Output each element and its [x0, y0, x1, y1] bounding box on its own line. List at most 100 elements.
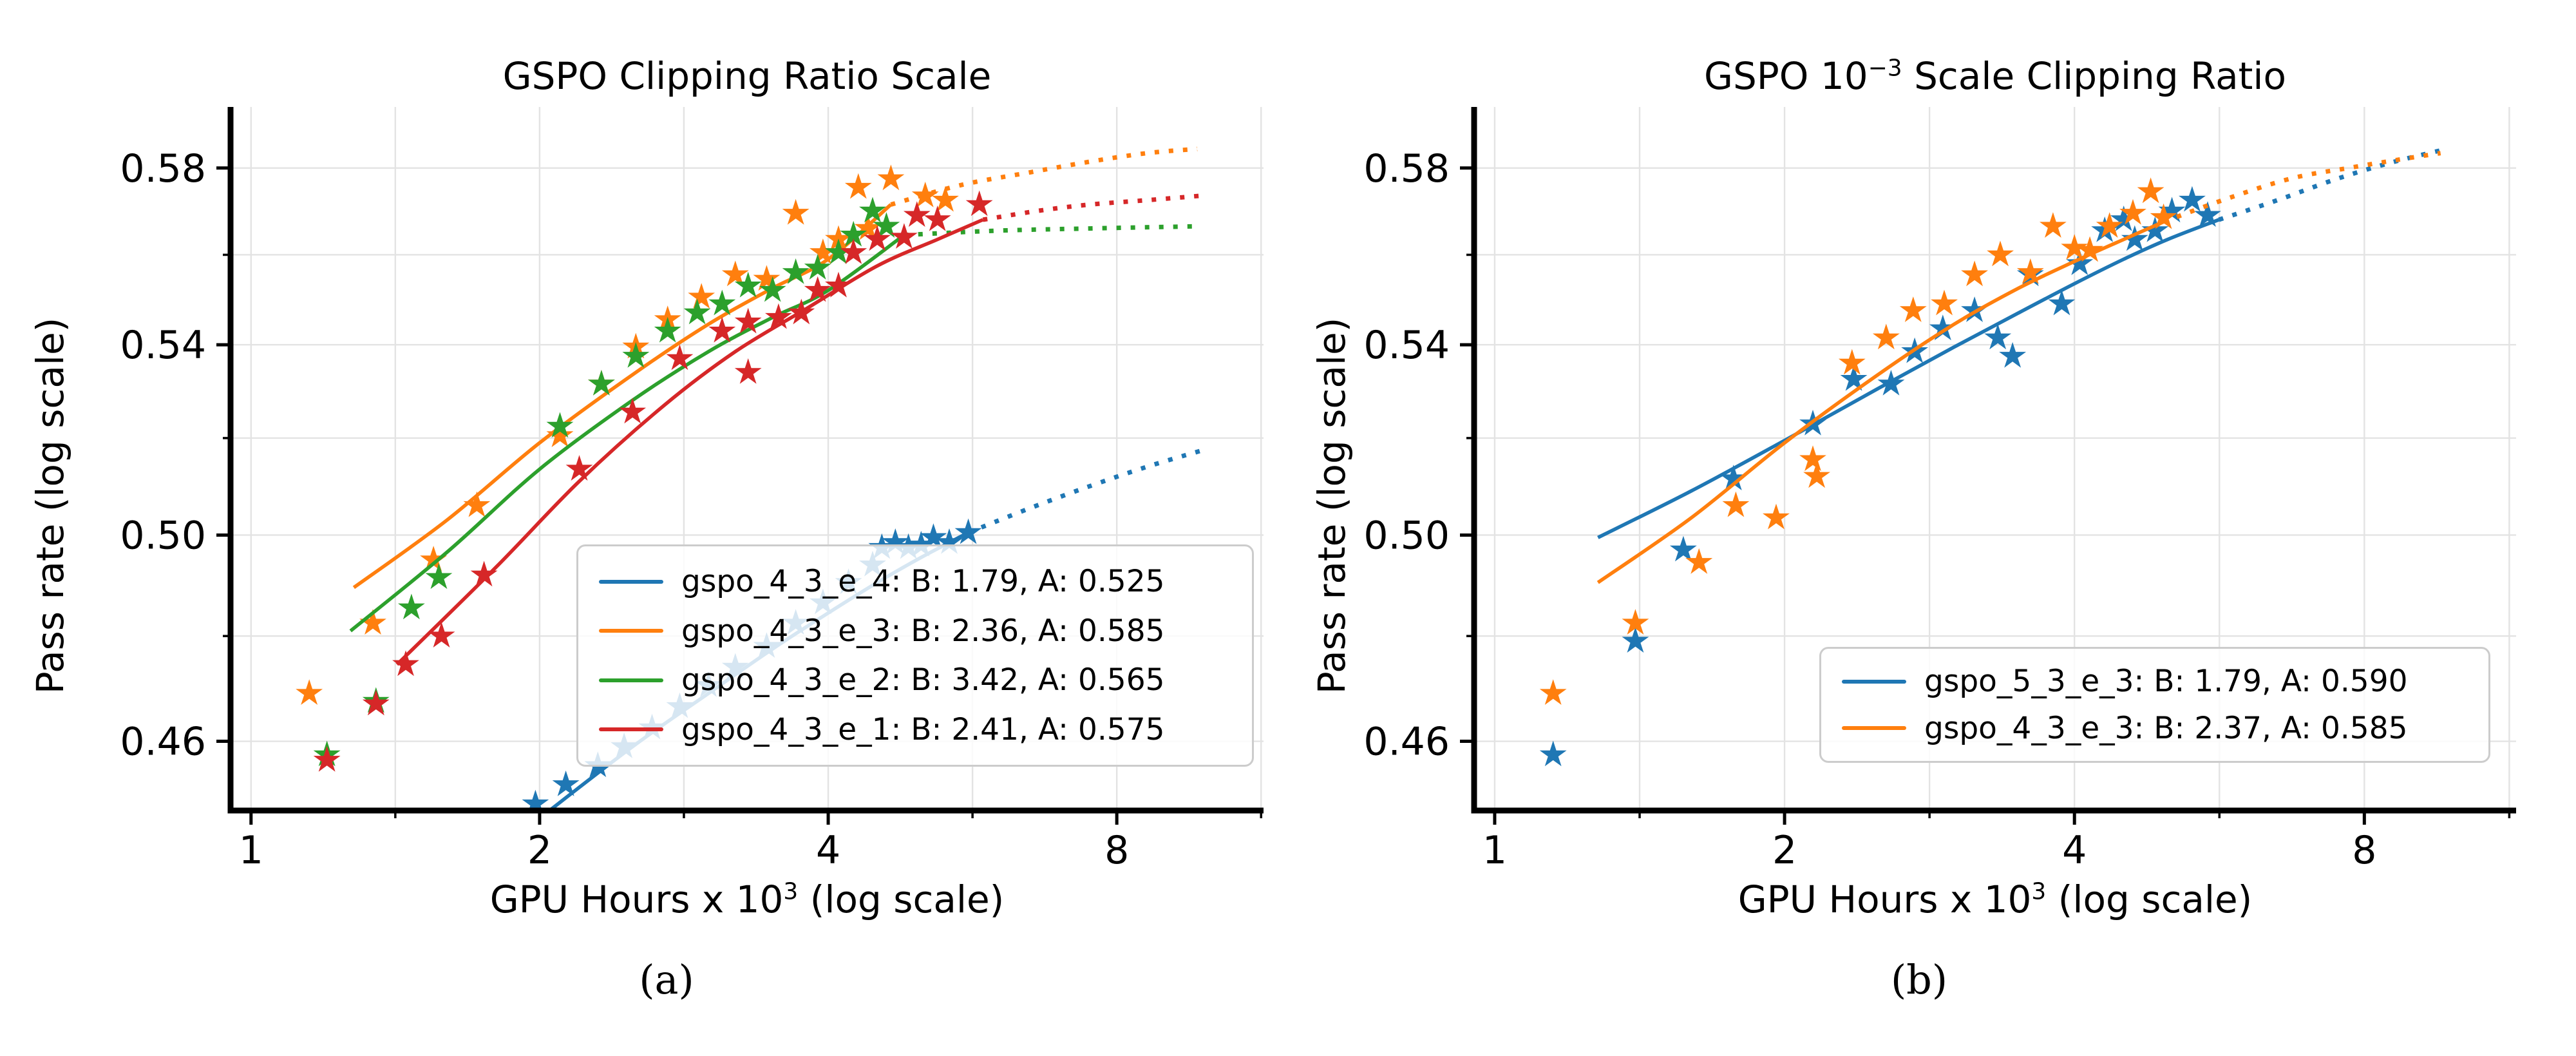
gspo_4_3_e_3-star-marker — [1803, 462, 1830, 488]
gspo_4_3_e_3-star-marker — [1931, 289, 1958, 316]
gspo_5_3_e_3-star-marker — [2194, 201, 2221, 227]
legend-item: gspo_4_3_e_1: B: 2.41, A: 0.575 — [585, 712, 1245, 747]
gspo_4_3_e_2-star-marker — [873, 212, 900, 238]
gspo_4_3_e_4-star-marker — [907, 530, 935, 557]
gspo_4_3_e_4-star-marker — [920, 523, 947, 550]
legend-item: gspo_4_3_e_4: B: 1.79, A: 0.525 — [585, 564, 1245, 599]
legend-label: gspo_4_3_e_4: B: 1.79, A: 0.525 — [681, 564, 1165, 600]
gspo_5_3_e_3-star-marker — [1877, 370, 1905, 396]
right-y-tick-label: 0.46 — [1363, 720, 1450, 765]
gspo_4_3_e_4-star-marker — [882, 528, 909, 554]
left-ticks — [216, 166, 1262, 825]
gspo_5_3_e_3-star-marker — [2158, 197, 2186, 223]
gspo_5_3_e_3-star-marker — [2179, 186, 2206, 212]
gspo_4_3_e_3-star-marker — [782, 198, 810, 225]
legend-line-swatch — [599, 727, 663, 732]
legend-label: gspo_4_3_e_2: B: 3.42, A: 0.565 — [681, 662, 1165, 698]
gspo_4_3_e_2-star-marker — [546, 412, 574, 438]
gspo_4_3_e_3-star-marker — [359, 609, 386, 635]
left-y-tick-label: 0.46 — [120, 720, 206, 765]
left-x-tick-label: 8 — [1104, 828, 1129, 873]
gspo_4_3_e_1-star-marker — [666, 344, 694, 370]
gspo_4_3_e_1-markers — [313, 190, 993, 772]
gspo_4_3_e_1-star-marker — [891, 223, 918, 249]
gspo_4_3_e_2-star-marker — [708, 289, 736, 316]
left-plot-title: GSPO Clipping Ratio Scale — [502, 54, 992, 98]
gspo_4_3_e_1-star-marker — [708, 316, 736, 343]
gspo_4_3_e_3-markers — [1539, 177, 2177, 705]
gspo_4_3_e_3-star-marker — [2096, 212, 2123, 238]
gspo_4_3_e_1-star-marker — [923, 206, 951, 231]
gspo_4_3_e_1-star-marker — [864, 225, 891, 251]
legend-line-swatch — [599, 629, 663, 633]
gspo_4_3_e_3-star-marker — [2076, 236, 2103, 262]
gspo_4_3_e_2-star-marker — [859, 197, 886, 223]
gspo_4_3_e_1-star-marker — [362, 689, 390, 716]
gspo_4_3_e_4-extrapolation-dotted — [967, 448, 1204, 535]
right-x-axis-label: GPU Hours x 103 (log scale) — [1738, 878, 2253, 921]
gspo_4_3_e_3-extrapolation-dotted — [890, 146, 1197, 207]
gspo_4_3_e_3-star-marker — [688, 283, 715, 309]
gspo_4_3_e_1-star-marker — [313, 745, 341, 772]
gspo_4_3_e_3-star-marker — [1799, 445, 1826, 472]
left-x-tick-label: 4 — [816, 828, 840, 873]
gspo_4_3_e_3-star-marker — [420, 546, 448, 571]
right-y-tick-label: 0.54 — [1363, 323, 1450, 368]
gspo_4_3_e_3-star-marker — [546, 421, 574, 447]
gspo_5_3_e_3-star-marker — [1719, 465, 1747, 490]
gspo_4_3_e_4-star-marker — [936, 528, 963, 554]
gspo_4_3_e_3-fit-line — [352, 203, 893, 590]
gspo_4_3_e_3-star-marker — [854, 214, 882, 240]
legend-item: gspo_4_3_e_3: B: 2.36, A: 0.585 — [585, 613, 1245, 649]
gspo_4_3_e_1-star-marker — [825, 271, 852, 298]
gspo_4_3_e_1-star-marker — [840, 238, 867, 264]
gspo_4_3_e_1-star-marker — [804, 276, 831, 302]
gspo_4_3_e_3-star-marker — [721, 260, 749, 287]
gspo_4_3_e_1-star-marker — [392, 650, 419, 677]
gspo_4_3_e_1-star-marker — [565, 455, 593, 481]
gspo_4_3_e_3-star-marker — [1539, 679, 1567, 705]
gspo_5_3_e_3-star-marker — [1929, 314, 1956, 341]
gspo_4_3_e_2-star-marker — [425, 563, 453, 590]
legend-line-swatch — [599, 678, 663, 682]
gspo_4_3_e_2-star-marker — [804, 254, 831, 280]
gspo_4_3_e_1-star-marker — [734, 307, 762, 334]
gspo_4_3_e_3-star-marker — [2137, 177, 2164, 204]
gspo_4_3_e_1-star-marker — [470, 561, 498, 587]
left-x-tick-label: 1 — [239, 828, 263, 873]
gspo_5_3_e_3-star-marker — [1961, 296, 1988, 322]
gspo_5_3_e_3-star-marker — [1669, 535, 1697, 562]
gspo_4_3_e_3-star-marker — [844, 173, 872, 199]
gspo_4_3_e_2-star-marker — [840, 220, 867, 247]
gspo_5_3_e_3-star-marker — [1984, 323, 2012, 350]
right-y-tick-label: 0.58 — [1363, 146, 1450, 191]
gspo_4_3_e_3-star-marker — [1872, 323, 1900, 350]
gspo_4_3_e_4-star-marker — [954, 518, 982, 544]
right-legend: gspo_5_3_e_3: B: 1.79, A: 0.590 gspo_4_3_… — [1819, 647, 2490, 763]
gspo_4_3_e_3-star-marker — [911, 182, 939, 207]
gspo_4_3_e_1-star-marker — [965, 190, 993, 216]
legend-line-swatch — [1842, 679, 1906, 684]
gspo_4_3_e_3-star-marker — [1622, 609, 1649, 635]
right-tick-labels: 1 2 4 8 0.58 0.54 0.50 0.46 — [1363, 146, 2376, 873]
gspo_4_3_e_3-star-marker — [2016, 258, 2044, 284]
gspo_4_3_e_1-star-marker — [734, 358, 762, 384]
right-ticks — [1460, 166, 2511, 825]
gspo_4_3_e_3-star-marker — [1722, 491, 1750, 517]
legend-item: gspo_5_3_e_3: B: 1.79, A: 0.590 — [1828, 664, 2482, 699]
gspo_4_3_e_3-star-marker — [2061, 234, 2088, 260]
gspo_4_3_e_2-star-marker — [622, 341, 650, 368]
caption-b: (b) — [1890, 956, 1948, 1003]
gspo_4_3_e_3-star-marker — [810, 238, 837, 264]
gspo_5_3_e_3-star-marker — [2066, 249, 2094, 275]
gspo_4_3_e_3-fit-line — [1596, 220, 2164, 584]
gspo_4_3_e_4-star-marker — [552, 770, 580, 796]
left-spines — [227, 107, 1264, 814]
legend-line-swatch — [1842, 726, 1906, 731]
legend-item: gspo_4_3_e_2: B: 3.42, A: 0.565 — [585, 662, 1245, 698]
gspo_4_3_e_3-star-marker — [2119, 198, 2146, 225]
gspo_4_3_e_3-star-marker — [932, 186, 959, 212]
gspo_4_3_e_1-fit-line — [395, 218, 984, 666]
gspo_5_3_e_3-star-marker — [1840, 365, 1868, 391]
